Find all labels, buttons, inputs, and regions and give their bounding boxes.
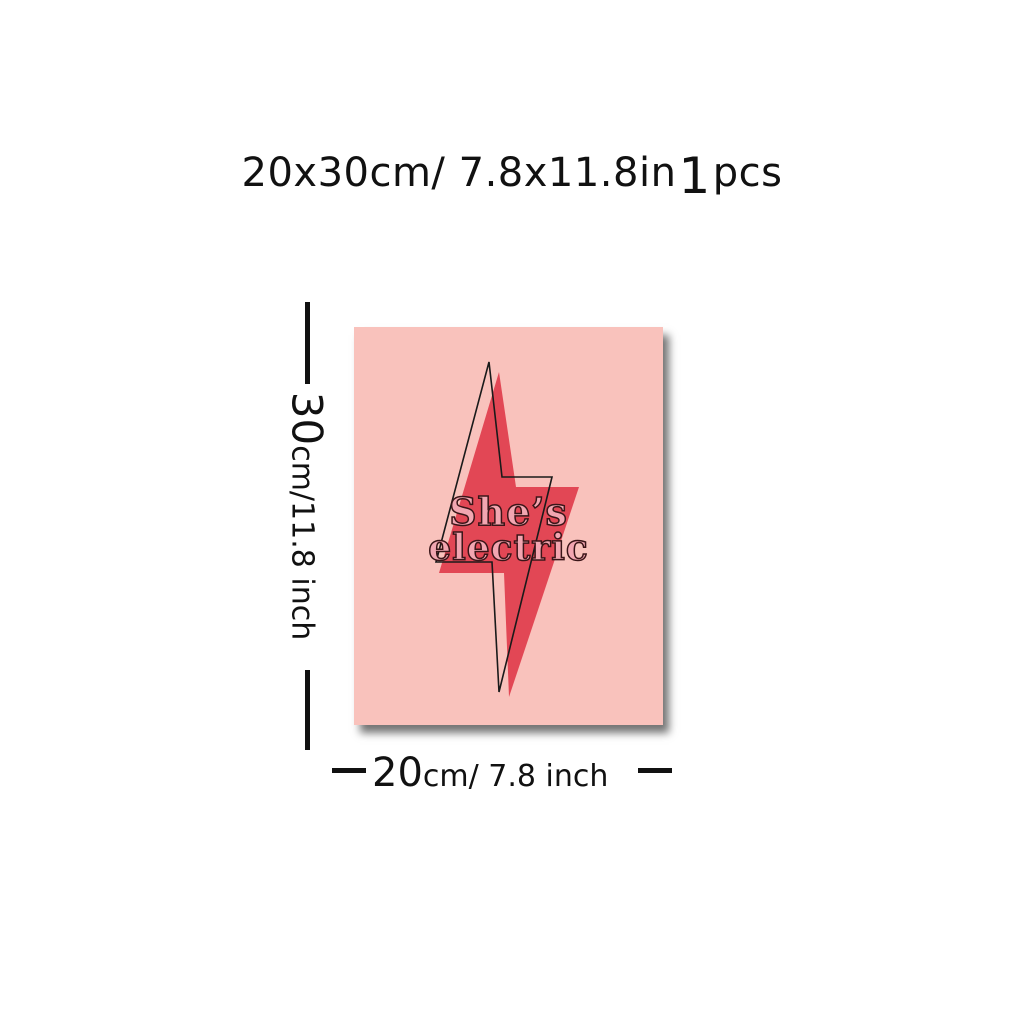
height-number: 30 (282, 391, 332, 446)
lightning-bolt-icon (434, 361, 579, 697)
poster-title-line2: electric (427, 526, 589, 570)
width-number: 20 (372, 750, 423, 796)
width-unit: cm/ 7.8 inch (422, 759, 609, 794)
bolt-outline (434, 361, 554, 693)
height-dimension-label: 30cm/11.8 inch (283, 392, 332, 640)
piece-count-unit: pcs (712, 150, 783, 196)
piece-count-number: 1 (678, 147, 711, 205)
size-text: 20x30cm/ 7.8x11.8in (241, 150, 677, 196)
poster-preview: She’s electric (354, 327, 663, 725)
height-dimension-line-bottom (305, 670, 310, 750)
poster-title-line1: She’s (448, 488, 568, 535)
width-dimension-line-right (638, 768, 672, 773)
bolt-shape (439, 372, 579, 697)
width-dimension-line-left (332, 768, 366, 773)
product-size-heading: 20x30cm/ 7.8x11.8in1pcs (0, 140, 1024, 205)
height-dimension-line-top (305, 302, 310, 384)
height-unit: cm/11.8 inch (284, 445, 320, 641)
width-dimension-label: 20cm/ 7.8 inch (372, 750, 608, 796)
